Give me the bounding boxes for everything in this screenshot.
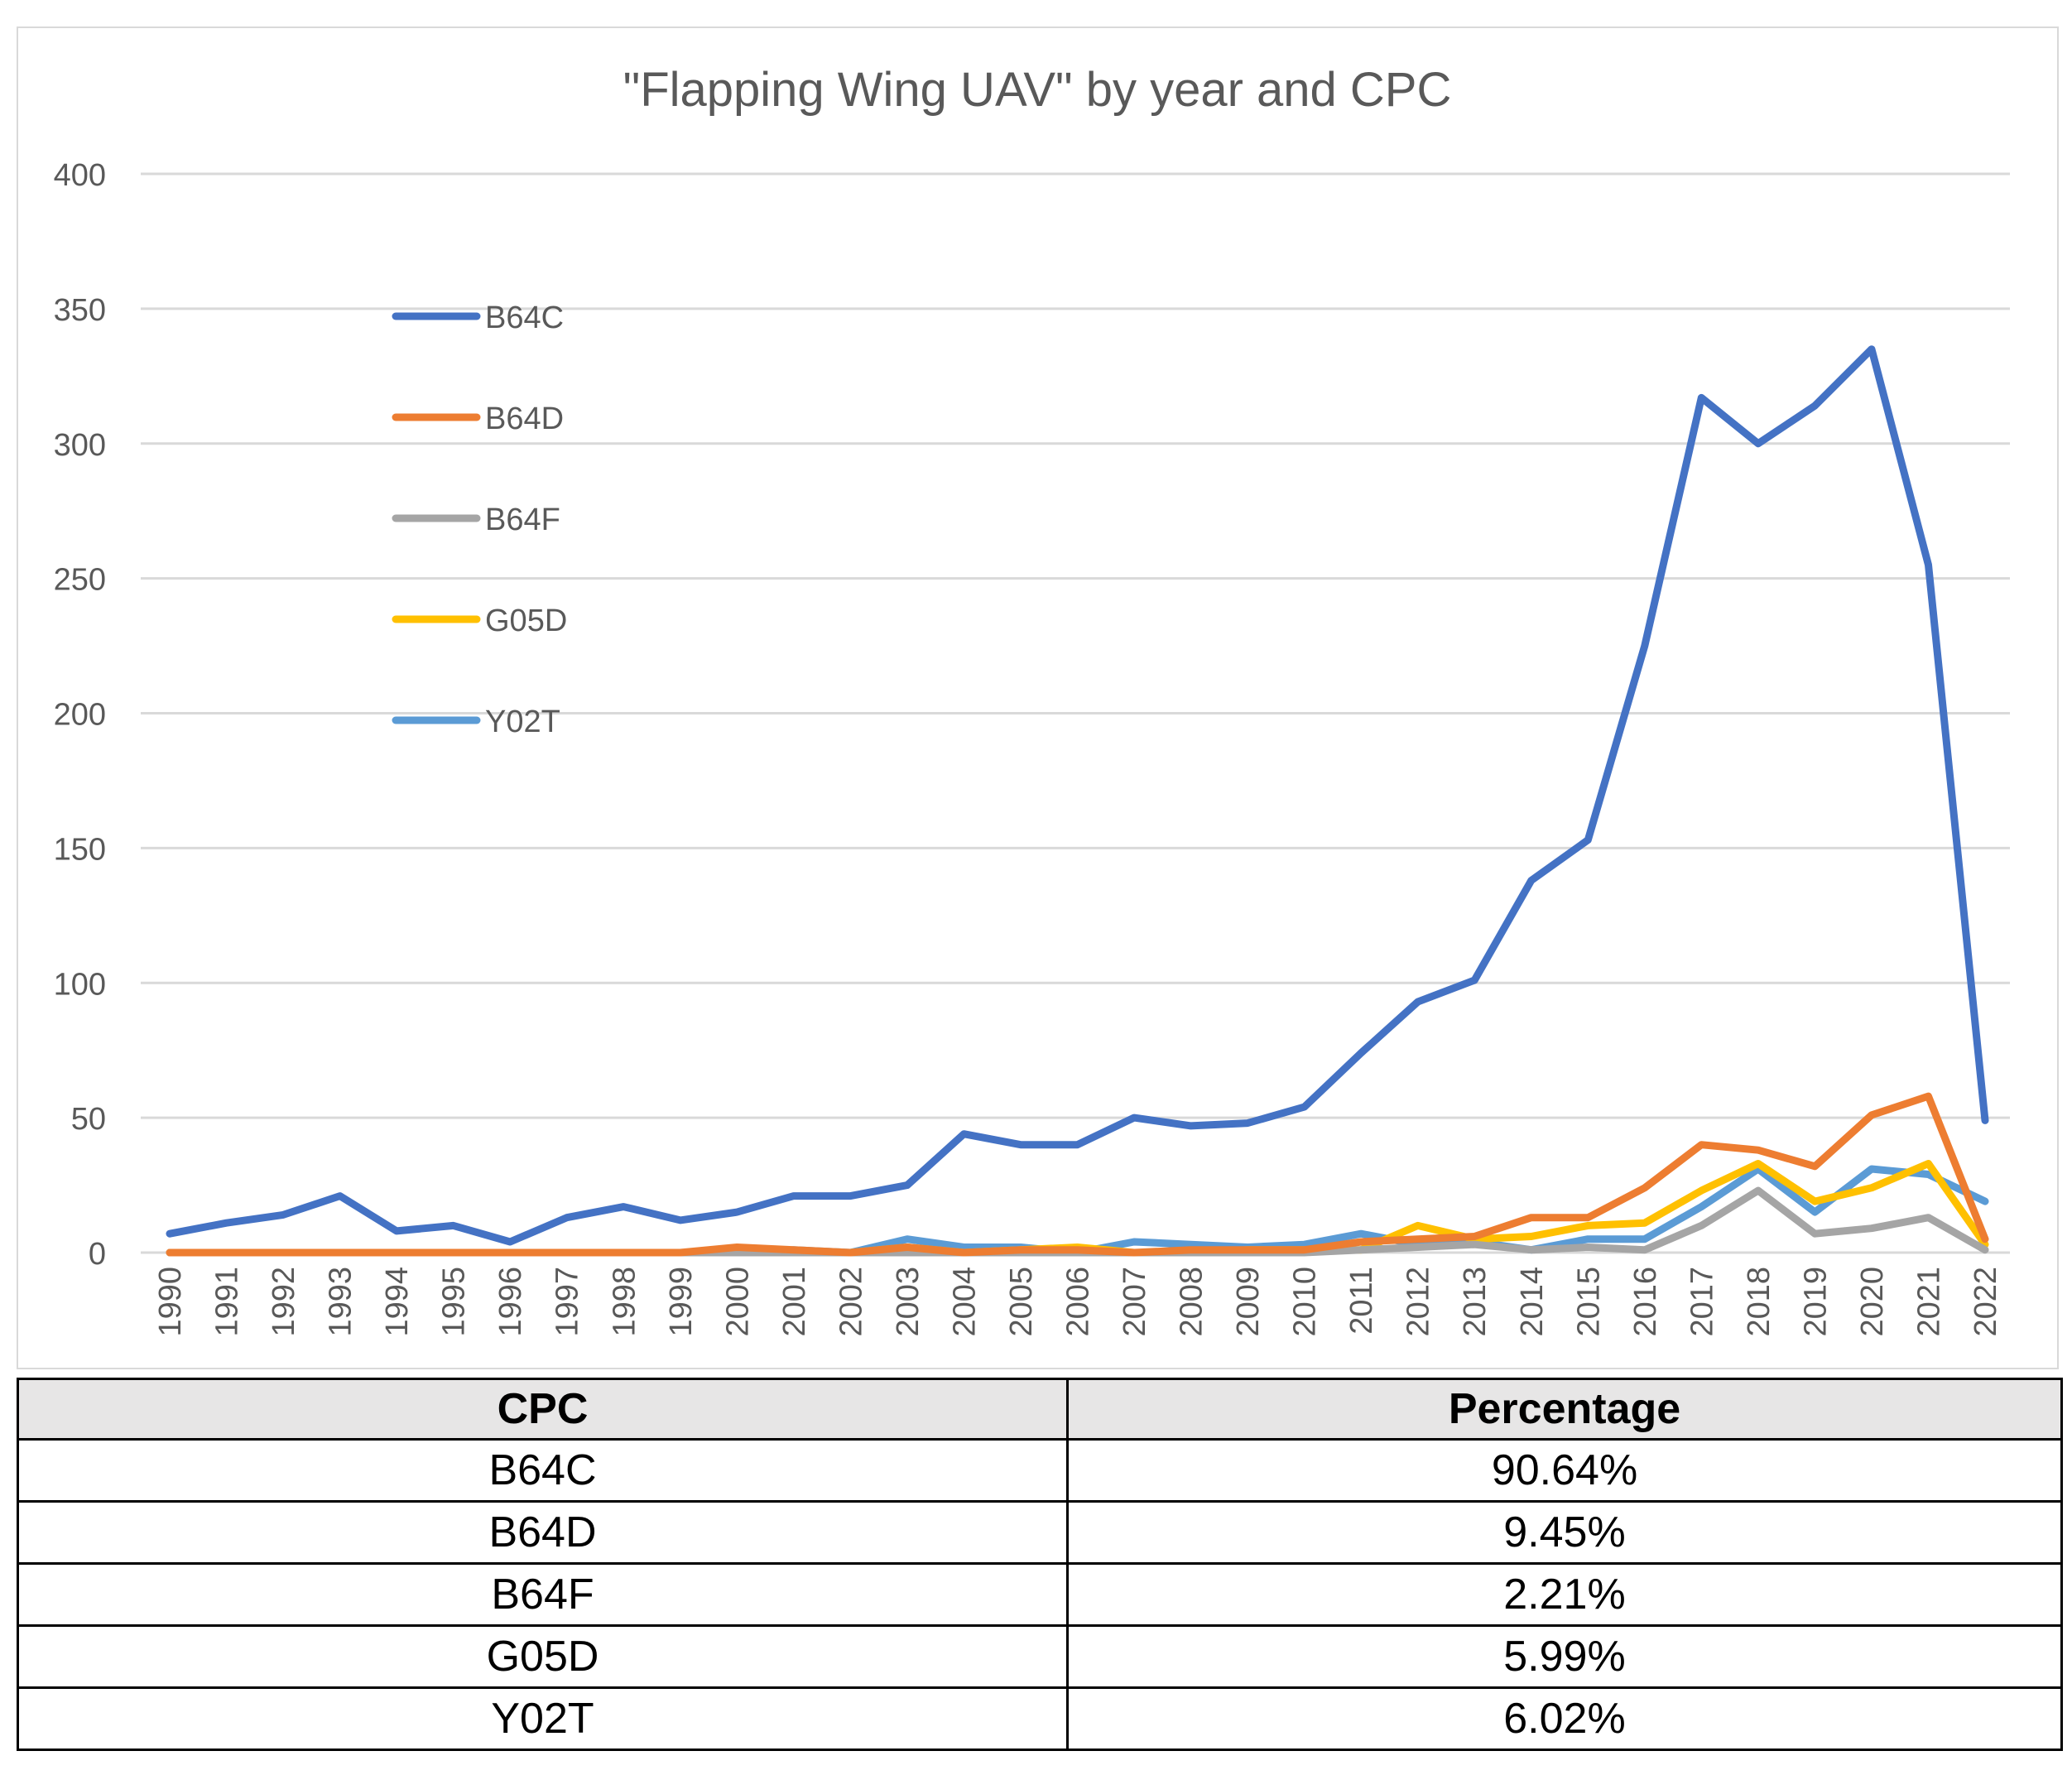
table-header-row: CPC Percentage xyxy=(17,1378,2063,1441)
x-tick-label: 2000 xyxy=(720,1267,755,1337)
series-line-b64c xyxy=(166,345,1989,1246)
cell-cpc: G05D xyxy=(17,1624,1069,1689)
cell-cpc: B64D xyxy=(17,1500,1069,1565)
x-tick-label: 2001 xyxy=(777,1267,812,1337)
series-lines xyxy=(166,345,1989,1257)
y-tick-label: 350 xyxy=(54,293,106,328)
table-row: B64F 2.21% xyxy=(17,1562,2063,1627)
x-tick-label: 2006 xyxy=(1061,1267,1096,1337)
y-tick-label: 400 xyxy=(54,158,106,193)
x-tick-label: 1999 xyxy=(664,1267,699,1337)
legend-label-b64f: B64F xyxy=(485,503,560,537)
y-tick-label: 100 xyxy=(54,967,106,1002)
x-tick-label: 1992 xyxy=(267,1267,301,1337)
x-tick-label: 2020 xyxy=(1855,1267,1890,1337)
x-tick-label: 2013 xyxy=(1458,1267,1493,1337)
table-row: G05D 5.99% xyxy=(17,1624,2063,1689)
x-tick-label: 2003 xyxy=(891,1267,925,1337)
y-tick-label: 200 xyxy=(54,698,106,733)
x-tick-label: 2017 xyxy=(1685,1267,1719,1337)
x-tick-label: 2011 xyxy=(1344,1267,1379,1335)
x-tick-label: 1993 xyxy=(324,1267,358,1337)
cpc-percentage-table: CPC Percentage B64C 90.64% B64D 9.45% B6… xyxy=(17,1378,2063,1751)
cell-percentage: 90.64% xyxy=(1066,1438,2063,1503)
x-tick-label: 1996 xyxy=(493,1267,528,1337)
x-tick-label: 1991 xyxy=(210,1267,245,1337)
cell-cpc: B64F xyxy=(17,1562,1069,1627)
y-tick-label: 250 xyxy=(54,563,106,598)
table-row: B64D 9.45% xyxy=(17,1500,2063,1565)
cell-percentage: 2.21% xyxy=(1066,1562,2063,1627)
series-line-b64d xyxy=(166,1092,1989,1257)
x-tick-label: 2002 xyxy=(834,1267,868,1337)
y-tick-label: 300 xyxy=(54,428,106,463)
x-tick-label: 2012 xyxy=(1401,1267,1436,1337)
x-tick-label: 2005 xyxy=(1004,1267,1039,1337)
x-tick-label: 2014 xyxy=(1515,1267,1550,1337)
x-tick-label: 2009 xyxy=(1231,1267,1266,1337)
x-tick-label: 1997 xyxy=(550,1267,585,1337)
x-tick-label: 1998 xyxy=(607,1267,642,1337)
cell-percentage: 9.45% xyxy=(1066,1500,2063,1565)
cell-percentage: 5.99% xyxy=(1066,1624,2063,1689)
legend-label-b64d: B64D xyxy=(485,402,564,436)
table-row: Y02T 6.02% xyxy=(17,1686,2063,1751)
series-line-g05d xyxy=(166,1160,1989,1257)
gridlines xyxy=(141,172,2010,1254)
x-tick-label: 2022 xyxy=(1969,1267,2003,1337)
x-tick-label: 2008 xyxy=(1175,1267,1209,1337)
legend-label-y02t: Y02T xyxy=(485,705,560,739)
x-axis-ticks: 1990 1991 1992 1993 1994 1995 1996 1997 1998 1999… xyxy=(153,1267,2003,1337)
y-axis-ticks: 0 50 100 150 200 250 300 350 400 xyxy=(54,158,106,1272)
x-tick-label: 2016 xyxy=(1628,1267,1663,1337)
legend: B64C B64D B64F G05D Y02T xyxy=(392,301,567,739)
table-row: B64C 90.64% xyxy=(17,1438,2063,1503)
y-tick-label: 150 xyxy=(54,832,106,867)
x-tick-label: 2015 xyxy=(1571,1267,1606,1337)
x-tick-label: 2010 xyxy=(1288,1267,1323,1337)
cell-cpc: Y02T xyxy=(17,1686,1069,1751)
x-tick-label: 2019 xyxy=(1798,1267,1833,1337)
line-chart: "Flapping Wing UAV" by year and CPC 0 50 1… xyxy=(54,63,2010,1337)
y-tick-label: 0 xyxy=(89,1237,106,1272)
x-tick-label: 2007 xyxy=(1118,1267,1152,1337)
x-tick-label: 1994 xyxy=(380,1267,415,1337)
x-tick-label: 2018 xyxy=(1742,1267,1776,1337)
chart-title: "Flapping Wing UAV" by year and CPC xyxy=(623,63,1452,117)
cell-cpc: B64C xyxy=(17,1438,1069,1503)
x-tick-label: 2021 xyxy=(1911,1267,1946,1337)
x-tick-label: 2004 xyxy=(947,1267,982,1337)
y-tick-label: 50 xyxy=(71,1102,106,1137)
x-tick-label: 1990 xyxy=(153,1267,188,1337)
x-tick-label: 1995 xyxy=(437,1267,472,1337)
header-percentage: Percentage xyxy=(1066,1378,2063,1441)
legend-label-b64c: B64C xyxy=(485,301,564,335)
cell-percentage: 6.02% xyxy=(1066,1686,2063,1751)
header-cpc: CPC xyxy=(17,1378,1069,1441)
legend-label-g05d: G05D xyxy=(485,604,567,638)
